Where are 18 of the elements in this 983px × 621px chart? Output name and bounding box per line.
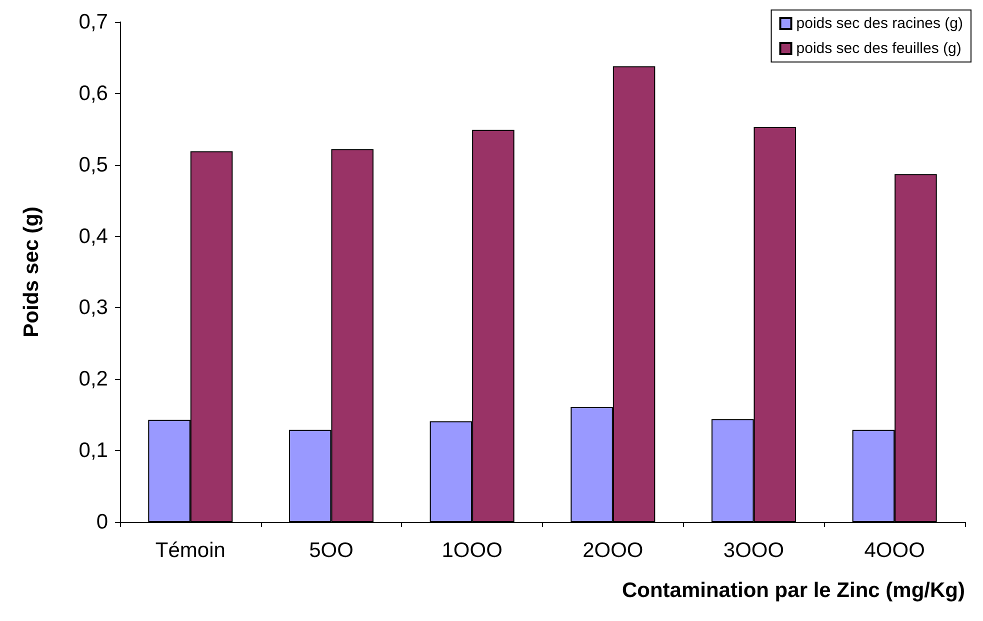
y-tick-label: 0,4	[78, 224, 108, 248]
legend-label: poids sec des feuilles (g)	[796, 40, 962, 57]
y-tick-label: 0,6	[78, 82, 108, 105]
x-tick-label: 4OOO	[864, 539, 925, 562]
x-tick-label: 5OO	[309, 539, 354, 562]
y-tick-label: 0	[96, 510, 108, 534]
y-axis-title: Poids sec (g)	[20, 206, 43, 338]
x-tick-label: 1OOO	[442, 539, 502, 562]
x-tick-label: 2OOO	[582, 539, 644, 562]
legend-label: poids sec des racines (g)	[796, 15, 964, 32]
x-tick-label: 3OOO	[723, 539, 784, 562]
y-tick-label: 0,3	[78, 296, 108, 320]
x-tick-label: Témoin	[155, 539, 226, 562]
y-tick-label: 0,1	[78, 439, 108, 462]
y-tick-label: 0,2	[78, 368, 108, 391]
y-tick-label: 0,5	[78, 153, 108, 176]
x-axis-title: Contamination par le Zinc (mg/Kg)	[622, 579, 965, 602]
y-tick-label: 0,7	[78, 10, 108, 34]
